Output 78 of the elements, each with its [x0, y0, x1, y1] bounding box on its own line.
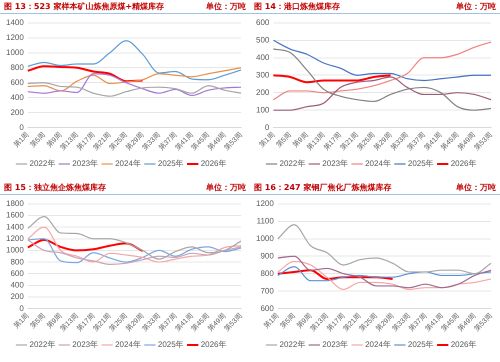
line-series	[26, 65, 144, 82]
line-series	[26, 238, 144, 252]
legend-label: 2023年	[322, 340, 348, 350]
y-tick-label: 1600	[6, 210, 24, 220]
y-tick-label: 0	[19, 304, 24, 313]
line-series	[277, 256, 492, 288]
chart-title: 图 13：523 家样本矿山炼焦原煤+精煤库存	[4, 1, 164, 12]
line-series	[27, 82, 242, 97]
y-tick-label: 800	[260, 268, 274, 278]
y-tick-label: 0	[264, 122, 270, 132]
legend-label: 2023年	[72, 340, 98, 350]
y-tick-label: 400	[10, 280, 24, 290]
line-series	[276, 269, 394, 280]
y-tick-label: 1200	[256, 199, 274, 208]
line-series	[272, 41, 492, 100]
line-series	[27, 40, 242, 80]
y-tick-label: 0	[19, 122, 24, 132]
line-series	[27, 73, 242, 96]
y-tick-label: 400	[256, 52, 270, 62]
y-tick-label: 1200	[6, 234, 24, 243]
legend-label: 2022年	[30, 340, 56, 350]
y-tick-label: 500	[256, 35, 270, 44]
legend-label: 2025年	[408, 340, 434, 350]
text: 单位：万吨	[206, 182, 246, 193]
legend-label: 2026年	[200, 159, 226, 168]
legend-label: 2024年	[115, 340, 141, 350]
y-tick-label: 1000	[6, 48, 24, 57]
legend-label: 2023年	[322, 159, 348, 168]
chart-title: 图 15：独立焦企炼焦煤库存	[4, 182, 106, 193]
y-tick-label: 1800	[6, 199, 24, 208]
text: 单位：万吨	[206, 1, 246, 12]
legend-label: 2024年	[365, 159, 391, 168]
y-tick-label: 100	[256, 105, 270, 114]
y-tick-label: 200	[10, 292, 24, 302]
y-tick-label: 900	[260, 251, 274, 260]
line-series	[272, 76, 492, 111]
y-tick-label: 600	[260, 304, 274, 313]
chart-title: 图 14：港口炼焦煤库存	[254, 1, 340, 12]
y-tick-label: 400	[10, 92, 24, 102]
y-tick-label: 200	[10, 108, 24, 117]
legend-label: 2024年	[365, 340, 391, 350]
line-series	[277, 266, 492, 282]
y-tick-label: 300	[256, 70, 270, 80]
line-series	[27, 226, 242, 263]
legend-label: 2022年	[280, 340, 306, 350]
y-tick-label: 1400	[6, 222, 24, 232]
line-series	[272, 48, 492, 111]
y-tick-label: 1400	[6, 18, 24, 28]
legend-label: 2023年	[72, 159, 98, 168]
legend-label: 2022年	[280, 159, 306, 168]
y-tick-label: 600	[256, 18, 270, 28]
legend-label: 2025年	[158, 340, 184, 350]
line-series	[277, 224, 492, 274]
line-series	[277, 260, 492, 290]
y-tick-label: 600	[10, 268, 24, 278]
y-tick-label: 1000	[6, 246, 24, 255]
text: 单位：万吨	[456, 182, 496, 193]
text: 单位：万吨	[456, 1, 496, 12]
legend-label: 2025年	[408, 159, 434, 168]
y-tick-label: 800	[10, 62, 24, 72]
line-series	[27, 216, 242, 260]
line-series	[27, 67, 242, 92]
y-tick-label: 200	[256, 88, 270, 97]
legend-label: 2024年	[115, 159, 141, 168]
legend-label: 2022年	[30, 159, 56, 168]
y-tick-label: 1200	[6, 32, 24, 42]
y-tick-label: 1100	[256, 216, 274, 226]
y-tick-label: 1000	[256, 234, 274, 243]
y-tick-label: 600	[10, 78, 24, 87]
y-tick-label: 700	[260, 286, 274, 296]
legend-label: 2025年	[158, 159, 184, 168]
y-tick-label: 800	[10, 257, 24, 266]
legend-label: 2026年	[450, 340, 476, 350]
line-series	[272, 40, 492, 82]
chart-title: 图 16：247 家钢厂焦化厂炼焦煤库存	[254, 182, 392, 193]
line-series	[272, 74, 392, 84]
legend-label: 2026年	[450, 159, 476, 168]
legend-label: 2026年	[200, 340, 226, 350]
